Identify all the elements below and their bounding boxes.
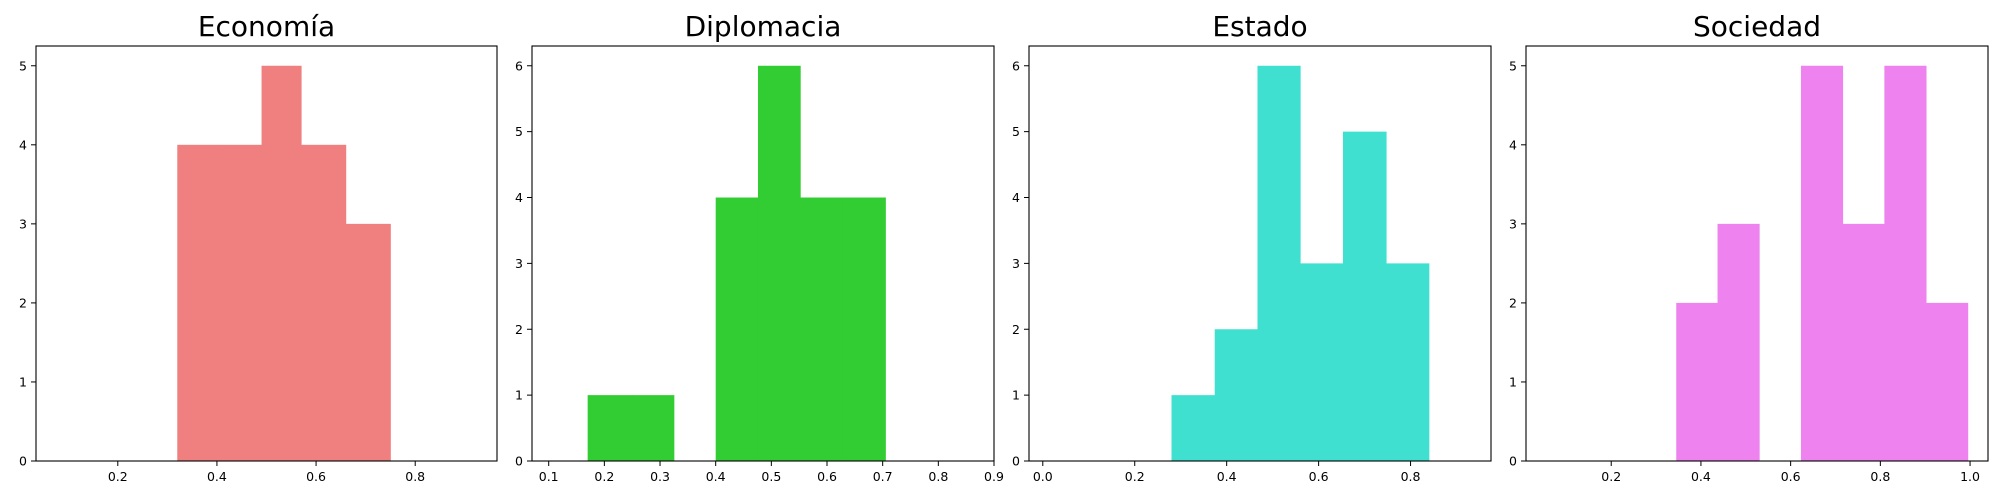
- panel-diplomacia: Diplomacia 0.1 0.2 0.3 0.4 0.5 0.6 0.7 0.8 0.9 0 1…: [515, 10, 1004, 484]
- x-tick-label: 0.7: [873, 469, 893, 484]
- y-tick-label: 3: [515, 256, 523, 271]
- x-tick-label: 0.5: [761, 469, 781, 484]
- x-tick-label: 0.1: [539, 469, 559, 484]
- y-tick-label: 1: [1509, 374, 1517, 389]
- x-tick-label: 0.6: [817, 469, 837, 484]
- y-tick-label: 2: [19, 295, 27, 310]
- y-tick-label: 4: [515, 190, 523, 205]
- x-tick-label: 0.8: [405, 469, 425, 484]
- histogram-bar: [1214, 329, 1258, 461]
- y-tick-label: 3: [1509, 216, 1517, 231]
- y-tick-label: 5: [19, 58, 27, 73]
- histogram-bar: [1300, 263, 1344, 461]
- histogram-bar: [216, 144, 262, 461]
- y-tick-label: 3: [19, 216, 27, 231]
- panel-economia: Economía 0.2 0.4 0.6 0.8 0 1 2 3 4 5: [19, 10, 498, 484]
- histogram-bar: [301, 144, 347, 461]
- y-tick-label: 4: [1012, 190, 1020, 205]
- histogram-bar: [587, 395, 633, 461]
- x-tick-label: 0.9: [984, 469, 1004, 484]
- x-tick-label: 0.4: [1691, 469, 1711, 484]
- histogram-bar: [1842, 223, 1885, 461]
- histogram-bar: [1717, 223, 1760, 461]
- axes-frame: [1525, 45, 1989, 462]
- histogram-bar: [632, 395, 675, 461]
- x-tick-label: 0.3: [650, 469, 670, 484]
- histogram-bar: [800, 197, 843, 461]
- histogram-bar: [1926, 302, 1969, 461]
- histogram-bar: [715, 197, 759, 461]
- histogram-bar: [1257, 65, 1301, 461]
- x-tick-label: 0.2: [594, 469, 614, 484]
- y-tick-label: 2: [1509, 295, 1517, 310]
- histogram-bar: [1342, 131, 1387, 461]
- y-tick-label: 4: [1509, 137, 1517, 152]
- y-tick-label: 0: [19, 454, 27, 469]
- y-tick-label: 6: [515, 58, 523, 73]
- axes-frame: [1028, 45, 1492, 462]
- panel-sociedad: Sociedad 0.2 0.4 0.6 0.8 1.0 0 1 2 3 4 5: [1509, 10, 1989, 484]
- y-tick-label: 6: [1012, 58, 1020, 73]
- x-tick-label: 0.6: [1781, 469, 1801, 484]
- y-tick-label: 1: [19, 374, 27, 389]
- histogram-bar: [842, 197, 886, 461]
- y-tick-label: 0: [1012, 454, 1020, 469]
- x-tick-label: 0.6: [306, 469, 326, 484]
- axes-frame: [531, 45, 995, 462]
- y-tick-label: 0: [515, 454, 523, 469]
- y-tick-label: 3: [1012, 256, 1020, 271]
- panel-title-diplomacia: Diplomacia: [685, 10, 842, 43]
- panel-title-estado: Estado: [1212, 10, 1307, 43]
- x-tick-label: 0.2: [1601, 469, 1621, 484]
- y-tick-label: 0: [1509, 454, 1517, 469]
- histogram-bar: [757, 65, 801, 461]
- histogram-bar: [261, 65, 302, 461]
- histogram-bar: [1800, 65, 1844, 461]
- y-tick-label: 2: [1012, 322, 1020, 337]
- x-tick-label: 0.8: [1870, 469, 1890, 484]
- x-tick-label: 0.4: [706, 469, 726, 484]
- histogram-bar: [345, 223, 391, 461]
- axes-frame: [35, 45, 498, 462]
- histogram-bar: [177, 144, 218, 461]
- x-tick-label: 0.4: [1217, 469, 1237, 484]
- y-tick-label: 2: [515, 322, 523, 337]
- x-tick-label: 0.2: [108, 469, 128, 484]
- panel-title-sociedad: Sociedad: [1693, 10, 1821, 43]
- histogram-bar: [1386, 263, 1430, 461]
- x-tick-label: 1.0: [1960, 469, 1980, 484]
- x-tick-label: 0.0: [1033, 469, 1053, 484]
- x-tick-label: 0.4: [207, 469, 227, 484]
- y-tick-label: 5: [1012, 124, 1020, 139]
- x-tick-label: 0.8: [928, 469, 948, 484]
- x-tick-label: 0.2: [1125, 469, 1145, 484]
- y-tick-label: 5: [515, 124, 523, 139]
- panel-estado: Estado 0.0 0.2 0.4 0.6 0.8 0 1 2 3 4 5 6: [1012, 10, 1492, 484]
- panel-title-economia: Economía: [198, 10, 335, 43]
- y-tick-label: 5: [1509, 58, 1517, 73]
- x-tick-label: 0.8: [1401, 469, 1421, 484]
- histogram-bar: [1676, 302, 1718, 461]
- x-tick-label: 0.6: [1309, 469, 1329, 484]
- y-tick-label: 1: [515, 388, 523, 403]
- y-tick-label: 1: [1012, 388, 1020, 403]
- histogram-bar: [1884, 65, 1927, 461]
- histogram-bar: [1171, 395, 1216, 461]
- y-tick-label: 4: [19, 137, 27, 152]
